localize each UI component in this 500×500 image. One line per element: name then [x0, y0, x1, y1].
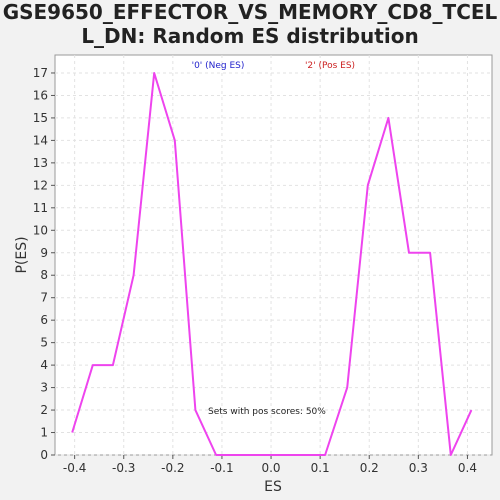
x-tick-label: 0.1 [311, 461, 330, 475]
y-tick-label: 10 [33, 223, 48, 237]
chart-title-line-2: L_DN: Random ES distribution [81, 24, 419, 48]
y-tick-label: 9 [40, 246, 48, 260]
y-tick-label: 5 [40, 336, 48, 350]
y-tick-label: 13 [33, 156, 48, 170]
x-tick-label: 0.0 [261, 461, 280, 475]
legend-neg: '0' (Neg ES) [192, 61, 245, 71]
chart-title-line-1: GSE9650_EFFECTOR_VS_MEMORY_CD8_TCEL [2, 0, 498, 24]
x-tick-label: -0.2 [161, 461, 184, 475]
plot-area [54, 54, 493, 456]
x-tick-label: 0.3 [409, 461, 428, 475]
y-tick-label: 2 [40, 403, 48, 417]
y-tick-label: 6 [40, 313, 48, 327]
y-tick-label: 12 [33, 178, 48, 192]
y-tick-label: 0 [40, 448, 48, 462]
y-tick-label: 15 [33, 111, 48, 125]
y-tick-label: 1 [40, 426, 48, 440]
y-tick-label: 17 [33, 66, 48, 80]
x-tick-label: -0.1 [210, 461, 233, 475]
x-tick-label: 0.2 [360, 461, 379, 475]
y-axis-label: P(ES) [14, 236, 30, 273]
y-tick-label: 16 [33, 88, 48, 102]
y-tick-label: 3 [40, 381, 48, 395]
y-tick-label: 4 [40, 358, 48, 372]
annotation: Sets with pos scores: 50% [208, 407, 326, 417]
x-tick-label: -0.3 [112, 461, 135, 475]
series-layer [71, 72, 473, 456]
x-tick-label: 0.4 [458, 461, 477, 475]
legend-pos: '2' (Pos ES) [305, 61, 355, 71]
y-tick-label: 8 [40, 268, 48, 282]
y-tick-label: 11 [33, 201, 48, 215]
y-tick-label: 7 [40, 291, 48, 305]
series-line [71, 72, 473, 456]
x-tick-label: -0.4 [63, 461, 86, 475]
x-ticks: -0.4 -0.3 -0.2 -0.1 0.0 0.1 0.2 0.3 0.4 [63, 455, 477, 475]
y-tick-label: 14 [33, 133, 48, 147]
x-axis-label: ES [264, 479, 282, 495]
chart-title: GSE9650_EFFECTOR_VS_MEMORY_CD8_TCEL L_DN… [0, 0, 500, 48]
